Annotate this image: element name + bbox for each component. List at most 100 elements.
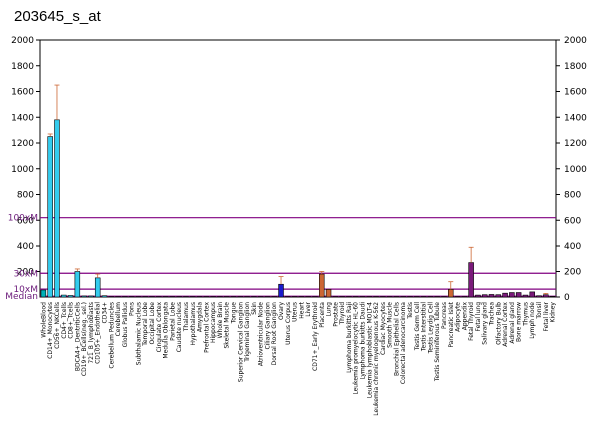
category-label: Bone marrow xyxy=(516,302,523,342)
category-label: CD4+_Tcells xyxy=(61,302,68,339)
bar xyxy=(230,296,237,298)
category-label: Amygdala xyxy=(197,302,204,332)
bar xyxy=(67,295,74,298)
bar xyxy=(190,296,196,298)
category-label: Kidney xyxy=(550,302,557,323)
bar xyxy=(61,294,67,298)
left-tick-label: 1200 xyxy=(11,139,34,149)
right-tick-label: 200 xyxy=(564,268,581,278)
bar xyxy=(448,289,454,298)
bar xyxy=(332,296,339,298)
bar xyxy=(373,296,379,298)
category-label: Prefrontal Cortex xyxy=(203,302,210,353)
bar xyxy=(210,296,216,298)
bar xyxy=(244,296,250,298)
category-label: Tonsil xyxy=(536,302,543,320)
category-label: Thalamus xyxy=(183,302,190,332)
category-label: Cerebellum xyxy=(115,302,122,337)
category-label: Bronchial Epithelial Cells xyxy=(393,302,400,376)
left-tick-label: 2000 xyxy=(11,36,34,46)
category-label: CD105+_Endothelial xyxy=(95,302,102,364)
bar xyxy=(162,296,169,298)
bar xyxy=(183,296,189,298)
bar xyxy=(414,296,420,298)
category-label: Medulla Oblongata xyxy=(163,302,170,359)
category-label: Ciliary Ganglion xyxy=(264,302,271,350)
category-label: CD71+_Early Erythroid xyxy=(312,302,319,371)
bar xyxy=(47,136,53,298)
right-tick-label: 1000 xyxy=(564,165,587,175)
category-label: Lymphoma burkitts Daudi xyxy=(360,302,367,380)
category-label: Cardiac Myocytes xyxy=(380,302,387,355)
category-label: CD8+_Tcells xyxy=(68,302,75,339)
category-label: Placenta xyxy=(319,302,326,328)
category-label: Adrenal Cortex xyxy=(502,302,509,347)
bar xyxy=(176,296,182,298)
bar xyxy=(156,296,162,298)
category-label: CD34+ xyxy=(102,302,109,323)
category-label: Trachea xyxy=(489,302,496,327)
right-tick-label: 400 xyxy=(564,242,581,252)
right-tick-label: 800 xyxy=(564,191,581,201)
bar xyxy=(298,296,305,298)
right-tick-label: 2000 xyxy=(564,36,587,46)
category-label: Fetal liver xyxy=(543,301,550,331)
bar xyxy=(380,296,386,298)
bar xyxy=(74,271,81,298)
right-tick-label: 1800 xyxy=(564,62,587,72)
right-tick-label: 1200 xyxy=(564,139,587,149)
left-tick-label: 800 xyxy=(17,191,34,201)
bar xyxy=(400,296,406,298)
category-label: Hippocampus xyxy=(210,302,217,343)
bar xyxy=(502,292,508,298)
category-label: Thymus xyxy=(522,302,529,327)
bar xyxy=(81,295,87,298)
category-label: Testis Germ Cell xyxy=(414,302,421,352)
bar xyxy=(529,291,535,298)
category-label: Uterus Corpus xyxy=(285,302,292,345)
category-label: Lung xyxy=(326,302,333,317)
category-label: Whole Brain xyxy=(217,302,224,339)
category-label: BDCA4+_DentriticCells xyxy=(74,302,81,371)
bar xyxy=(461,296,468,298)
bar xyxy=(101,295,108,298)
left-tick-label: 1800 xyxy=(11,62,34,72)
left-tick-label: 400 xyxy=(17,242,34,252)
category-label: CD19+_BCells(neg._sel.) xyxy=(81,302,88,376)
bar xyxy=(217,296,223,298)
category-label: Lymph node xyxy=(529,302,536,339)
bar xyxy=(312,296,318,298)
bar xyxy=(339,296,345,298)
bar xyxy=(149,296,155,298)
bar xyxy=(94,277,101,298)
plot-frame xyxy=(39,39,557,298)
bar xyxy=(40,289,47,298)
category-label: Prostate xyxy=(332,302,339,327)
left-tick-label: 200 xyxy=(17,268,34,278)
bar xyxy=(536,295,542,298)
category-label: Salivary gland xyxy=(482,302,489,345)
bar xyxy=(366,296,373,298)
bar xyxy=(407,296,413,298)
category-label: Occipital Lobe xyxy=(149,302,156,345)
category-label: Temporal Lobe xyxy=(142,302,149,347)
category-label: Testis Interstitial xyxy=(421,302,428,352)
right-tick-label: 1600 xyxy=(564,88,587,98)
category-label: Pancreatic Islet xyxy=(448,301,455,347)
axes: 2000180016001400120010008006004002002000… xyxy=(11,36,587,303)
category-label: Hypothalamus xyxy=(190,302,197,346)
category-labels: WholeBlood CD14+_Monocytes CD56+_NKCells CD… xyxy=(40,301,556,415)
bar xyxy=(420,296,427,298)
category-label: Skin xyxy=(251,302,258,315)
category-label: Thyroid xyxy=(339,302,346,326)
bar xyxy=(54,119,60,298)
category-label: Fetal Thyroid xyxy=(468,302,475,341)
bar xyxy=(549,296,556,298)
bar xyxy=(285,296,291,298)
category-label: Trigeminal Ganglion xyxy=(244,302,251,363)
marker-label: Median xyxy=(5,292,38,302)
bar xyxy=(325,289,332,298)
bar xyxy=(495,294,502,298)
right-tick-label: 1400 xyxy=(564,113,587,123)
